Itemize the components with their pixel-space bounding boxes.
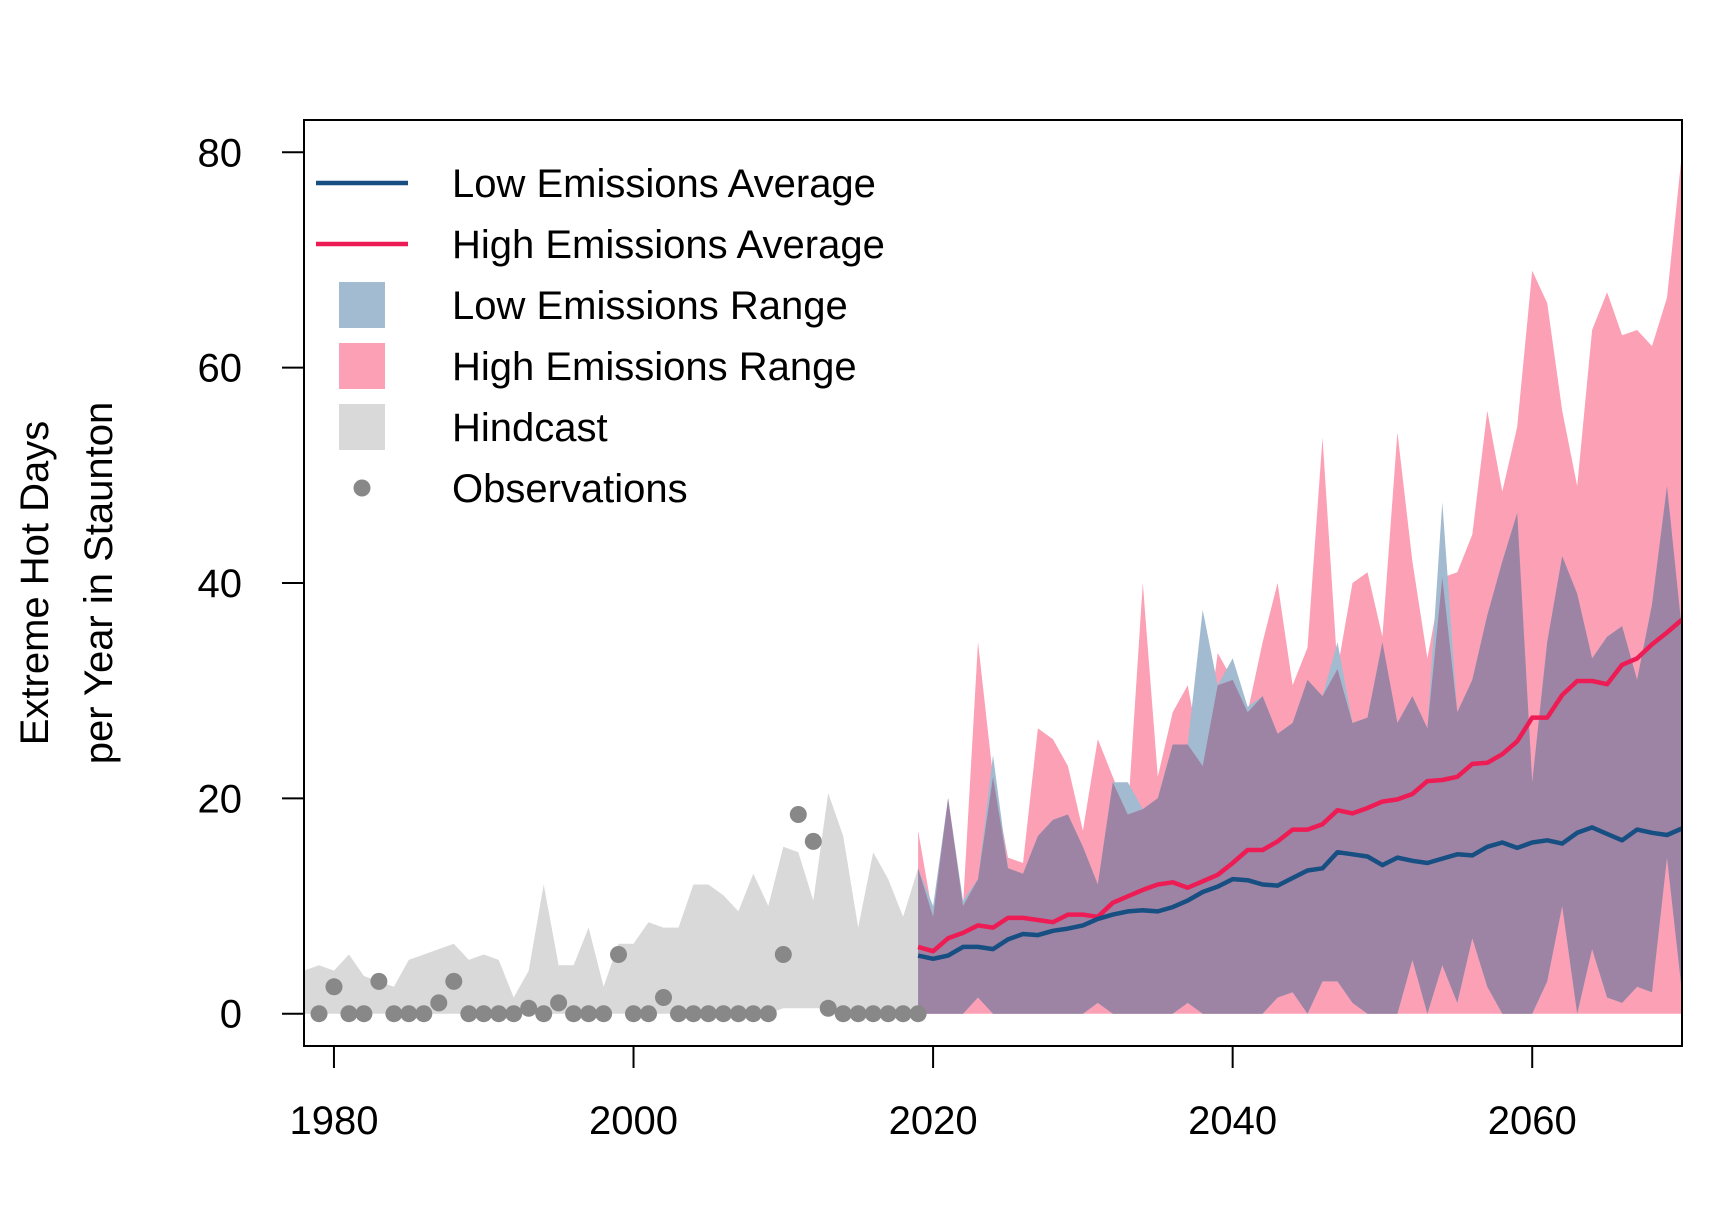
observation-point [640, 1005, 657, 1023]
legend: Low Emissions Average High Emissions Aver… [316, 162, 885, 511]
observation-point [520, 999, 538, 1017]
observation-point [894, 1005, 912, 1023]
observation-point [774, 946, 792, 963]
x-tick-label: 2020 [889, 1099, 978, 1143]
observation-point [864, 1005, 882, 1023]
observation-point [310, 1005, 328, 1023]
observation-point [834, 1005, 852, 1023]
legend-label: Low Emissions Range [452, 284, 848, 328]
observation-point [804, 832, 822, 850]
legend-box-swatch [339, 404, 385, 450]
low-range-layer [918, 486, 1682, 1014]
plot-area [304, 152, 1682, 1023]
observation-point [699, 1005, 717, 1023]
x-tick-label: 1980 [289, 1099, 378, 1143]
y-tick-label: 20 [198, 777, 243, 821]
legend-item: Low Emissions Range [339, 282, 848, 328]
legend-label: Hindcast [452, 406, 608, 450]
low-emissions-average-line [917, 825, 1682, 962]
observation-point [340, 1005, 358, 1023]
observation-point [655, 989, 672, 1006]
observation-point [475, 1005, 493, 1023]
y-axis: 0 20 40 60 80 [198, 131, 305, 1037]
observation-point [625, 1005, 642, 1023]
observation-point [445, 972, 463, 990]
legend-item: Low Emissions Average [316, 162, 876, 206]
legend-point-swatch [353, 479, 371, 497]
y-axis-title-line-2: per Year in Staunton [77, 402, 121, 765]
observation-point [430, 994, 448, 1012]
y-tick-label: 40 [198, 562, 243, 606]
observation-point [610, 946, 627, 963]
legend-label: High Emissions Average [452, 223, 885, 267]
observation-point [385, 1005, 403, 1023]
x-tick-label: 2060 [1488, 1099, 1577, 1143]
x-axis: 1980 2000 2020 2040 2060 [289, 1045, 1577, 1143]
x-tick-label: 2000 [589, 1099, 678, 1143]
legend-item: High Emissions Average [316, 223, 885, 267]
observation-point [729, 1005, 747, 1023]
y-tick-label: 80 [198, 131, 243, 175]
observation-point [789, 806, 807, 823]
y-tick-label: 0 [220, 993, 242, 1037]
observation-point [400, 1005, 418, 1023]
average-lines-layer [917, 617, 1682, 962]
observation-point [714, 1005, 732, 1023]
legend-label: Low Emissions Average [452, 162, 876, 206]
observation-point [580, 1005, 598, 1023]
y-axis-title: Extreme Hot Days per Year in Staunton [13, 402, 121, 765]
observation-point [849, 1005, 867, 1023]
observation-point [759, 1005, 777, 1023]
observation-point [684, 1005, 702, 1023]
observation-point [565, 1005, 583, 1023]
legend-label: High Emissions Range [452, 345, 857, 389]
y-axis-title-line-1: Extreme Hot Days [13, 421, 57, 746]
observation-point [370, 972, 388, 990]
legend-item: Hindcast [339, 404, 608, 450]
observation-point [505, 1005, 523, 1023]
observation-point [490, 1005, 508, 1023]
x-tick-label: 2040 [1188, 1099, 1277, 1143]
observation-point [415, 1005, 433, 1023]
observation-point [550, 994, 568, 1012]
observation-point [460, 1005, 478, 1023]
range-overlap-band [918, 486, 1682, 1014]
high-emissions-average-line [917, 617, 1682, 954]
observation-points-layer [310, 806, 927, 1023]
observation-point [879, 1005, 897, 1023]
observation-point [325, 978, 343, 996]
hindcast-layer [304, 793, 919, 1014]
observation-point [819, 999, 837, 1017]
observation-point [355, 1005, 373, 1023]
hindcast-band [304, 793, 919, 1014]
legend-box-swatch [339, 282, 385, 328]
legend-label: Observations [452, 467, 688, 511]
observation-point [744, 1005, 762, 1023]
observation-point [909, 1005, 927, 1023]
legend-item: High Emissions Range [339, 343, 857, 389]
observation-point [535, 1005, 553, 1023]
y-tick-label: 60 [198, 347, 243, 391]
observation-point [595, 1005, 613, 1023]
observation-point [670, 1005, 687, 1023]
legend-box-swatch [339, 343, 385, 389]
legend-item: Observations [353, 467, 688, 511]
